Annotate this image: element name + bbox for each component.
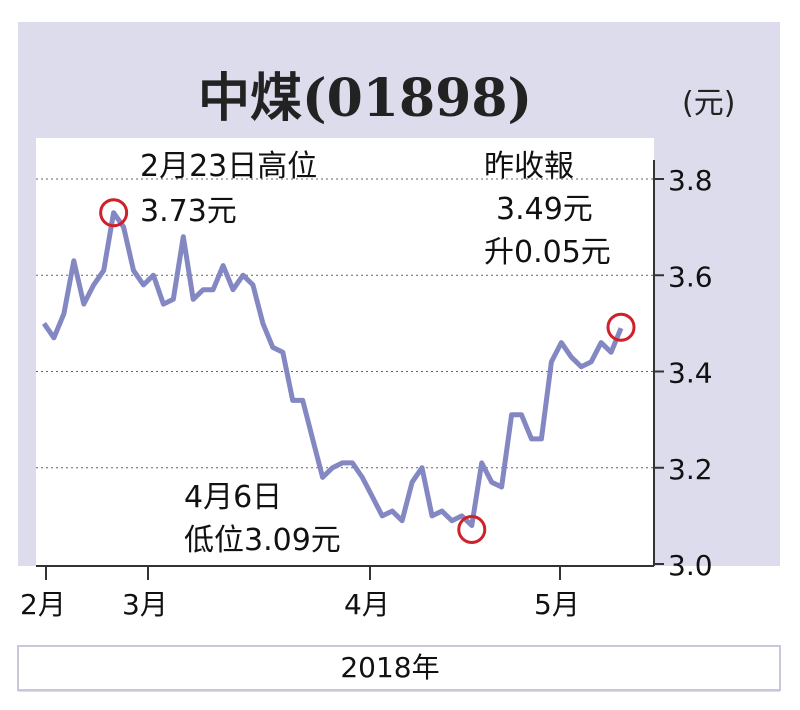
low-annotation-line1: 4月6日 [184,480,282,515]
x-axis-strip [18,566,780,646]
price-line [41,210,624,528]
high-marker [99,198,129,228]
close-marker [606,312,636,342]
y-tick-label: 3.8 [668,164,713,197]
unit-label: (元) [682,86,736,121]
y-axis: 3.8 3.6 3.4 3.2 3.0 [653,160,713,582]
close-annotation-line2: 3.49元 [496,192,593,227]
close-annotation-line3: 升0.05元 [484,235,611,270]
low-annotation-line2: 低位3.09元 [184,523,341,558]
close-annotation-line1: 昨收報 [484,149,574,184]
annotations: 2月23日高位 3.73元 昨收報 3.49元 升0.05元 4月6日 低位3.… [140,149,611,558]
x-axis: 2月 3月 4月 5月 [20,565,654,621]
footer-strip [17,645,781,691]
y-tick-label: 3.6 [668,260,713,293]
markers [99,198,636,544]
x-tick-label: 5月 [534,588,580,621]
high-annotation-line2: 3.73元 [140,194,237,229]
x-tick-label: 2月 [20,588,66,621]
plot-area [36,138,654,566]
y-tick-label: 3.0 [668,549,713,582]
y-tick-label: 3.4 [668,357,713,390]
x-axis-title: 2018年 [340,651,440,684]
y-tick-label: 3.2 [668,453,713,486]
high-annotation-line1: 2月23日高位 [140,149,317,184]
chart-title: 中煤(01898) [198,68,533,129]
x-tick-label: 3月 [122,588,168,621]
x-tick-label: 4月 [344,588,390,621]
low-marker [457,515,487,544]
